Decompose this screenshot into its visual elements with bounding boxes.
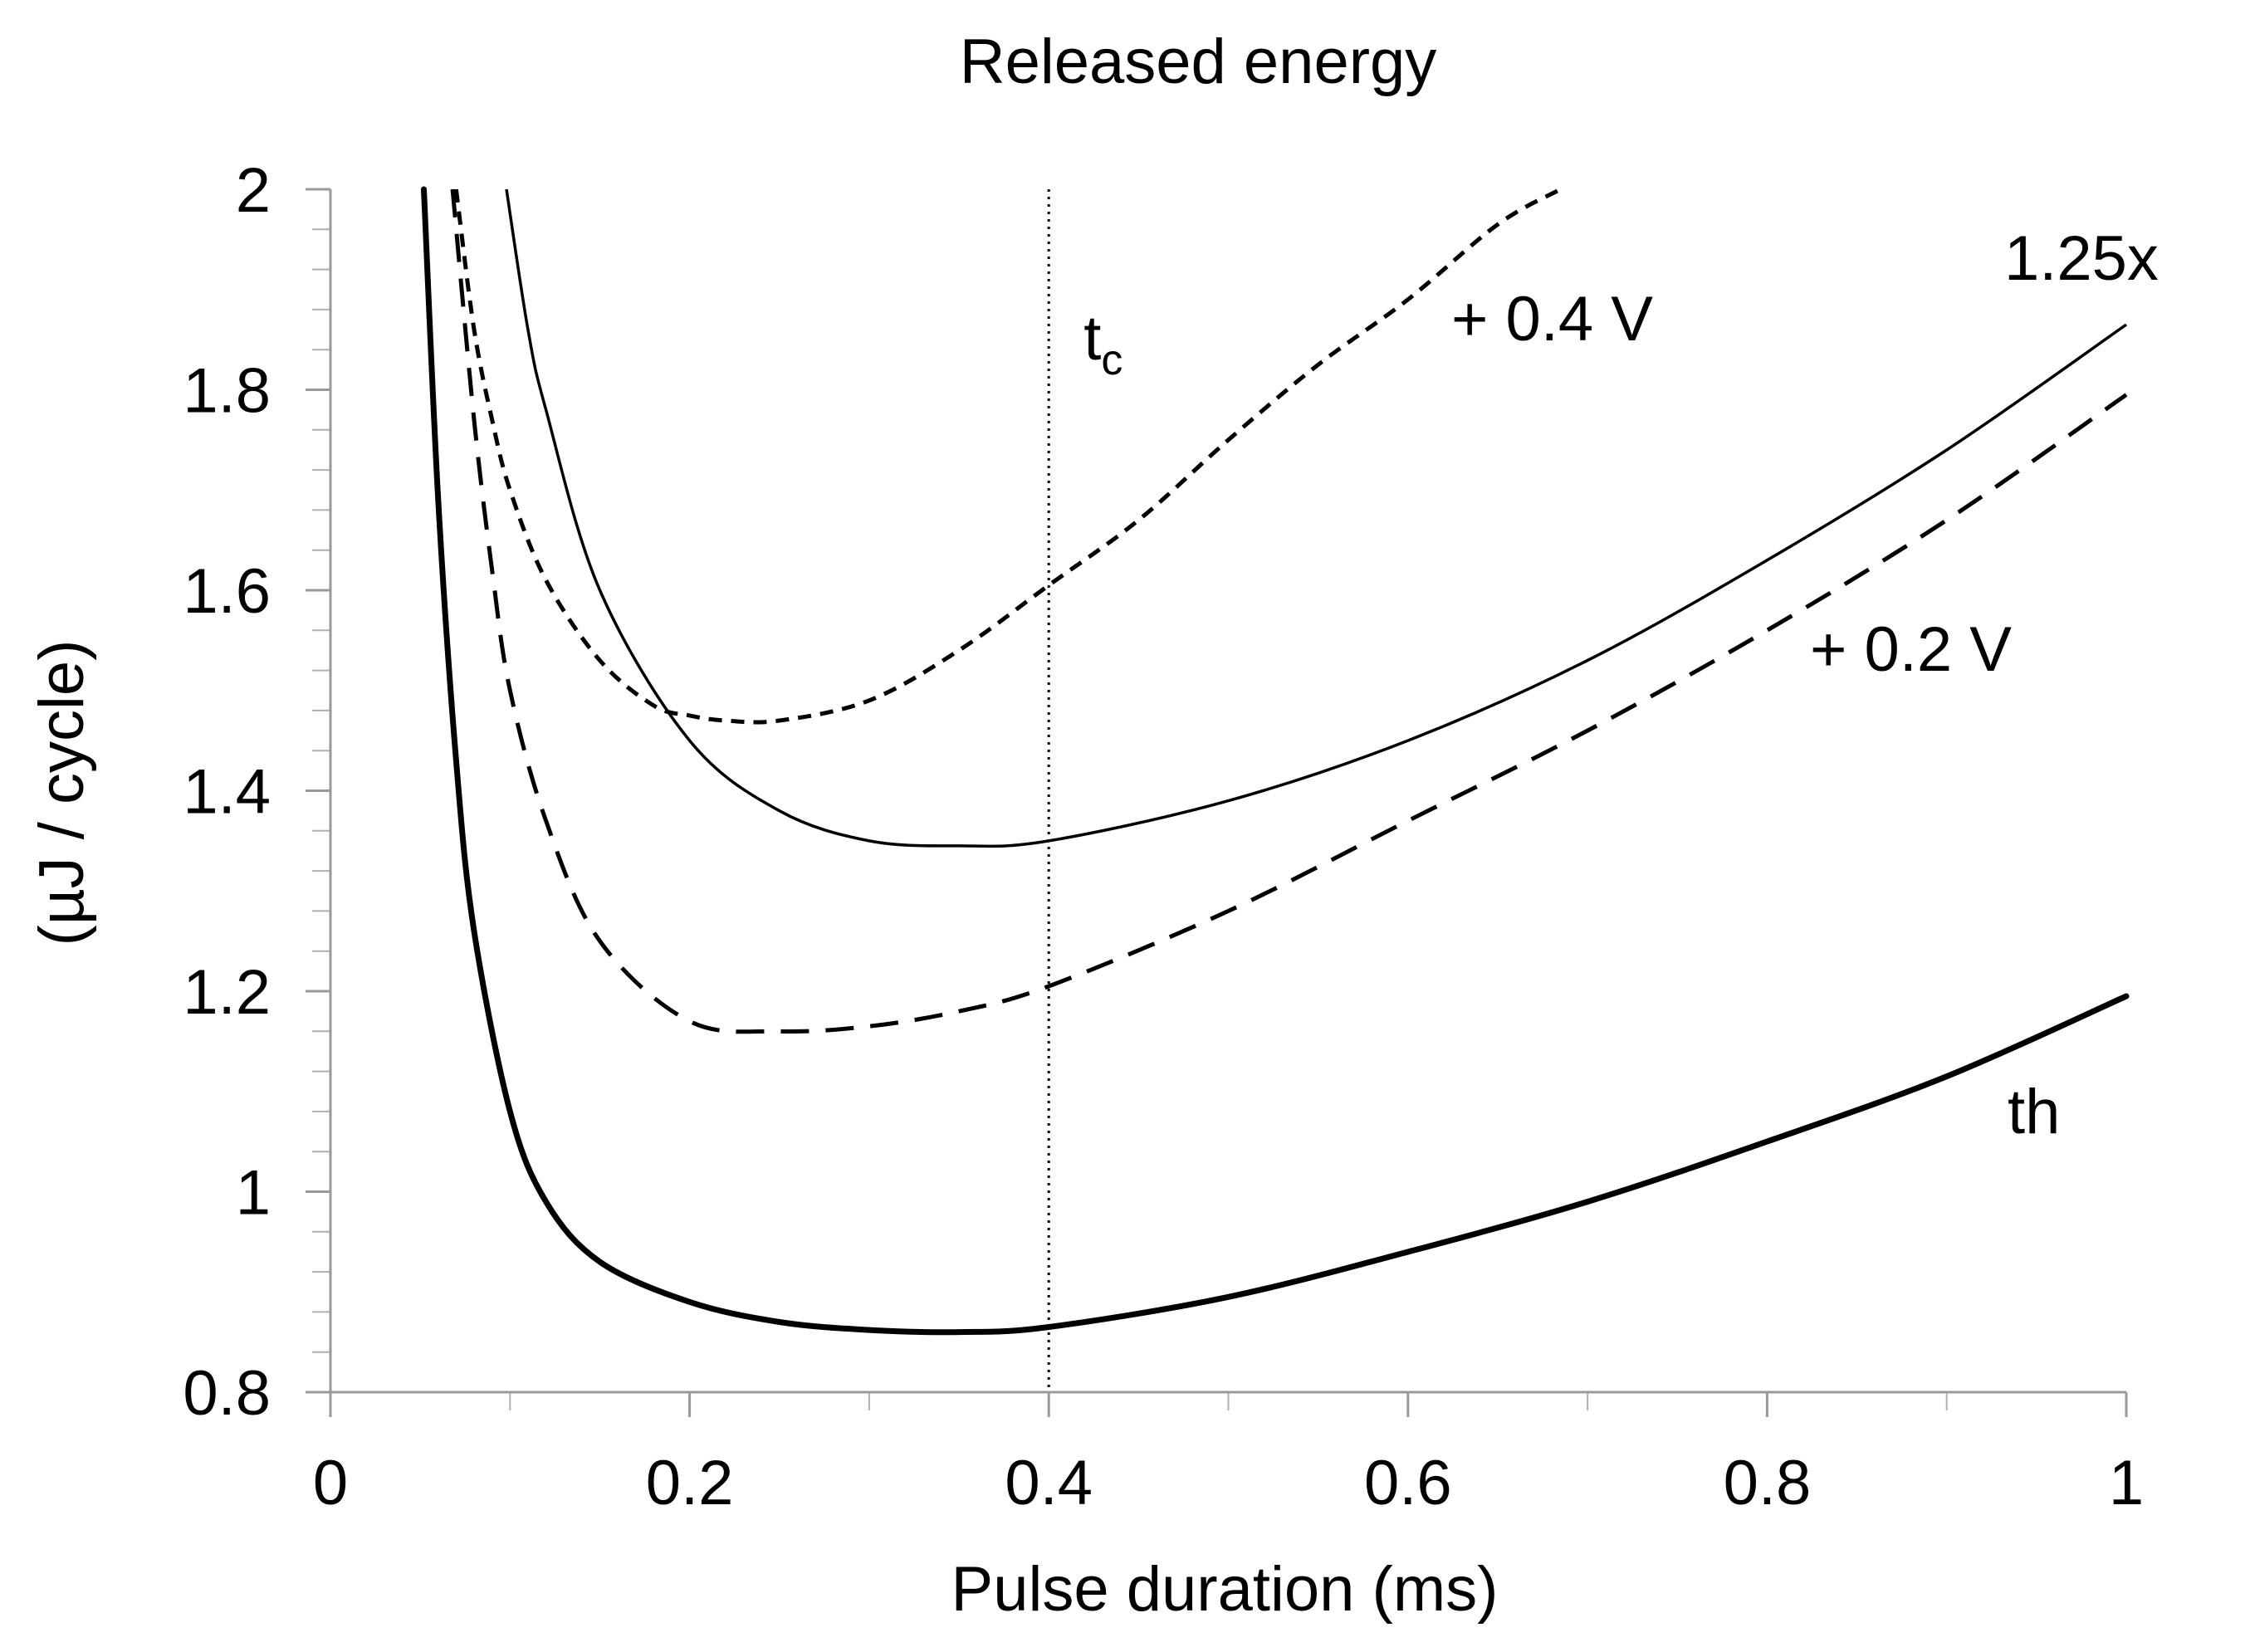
x-axis-title: Pulse duration (ms) bbox=[951, 1554, 1499, 1625]
y-tick-label: 1.4 bbox=[183, 757, 271, 828]
annotation-plus-0-2-v: + 0.2 V bbox=[1810, 614, 2012, 685]
annotation-th: th bbox=[2008, 1077, 2060, 1147]
x-tick-label: 0.4 bbox=[1005, 1448, 1093, 1518]
y-tick-label: 2 bbox=[236, 155, 271, 226]
x-tick-label: 0.2 bbox=[646, 1448, 734, 1518]
series-line-th bbox=[421, 186, 2130, 1336]
y-axis-title: (µJ / cycle) bbox=[27, 640, 97, 946]
y-tick-label: 1.2 bbox=[183, 957, 271, 1028]
series-line-plus-0-2-v bbox=[450, 188, 2128, 1034]
annotation-1-25x: 1.25x bbox=[2004, 223, 2159, 294]
critical-time-label-sub: c bbox=[1101, 336, 1123, 384]
series-line-plus-0-4-v bbox=[453, 187, 1562, 725]
x-ticks: 0 0.2 0.4 0.6 0.8 1 bbox=[313, 1392, 2144, 1518]
y-tick-label: 1.6 bbox=[183, 556, 271, 627]
annotation-plus-0-4-v: + 0.4 V bbox=[1451, 284, 1653, 354]
y-ticks: 0.8 1 1.2 1.4 1.6 1.8 2 bbox=[183, 155, 330, 1429]
x-tick-label: 0.6 bbox=[1364, 1448, 1452, 1518]
y-tick-label: 0.8 bbox=[183, 1358, 271, 1429]
critical-time-label-main: t bbox=[1083, 303, 1101, 374]
y-tick-label: 1.8 bbox=[183, 356, 271, 427]
x-tick-label: 1 bbox=[2109, 1448, 2144, 1518]
x-tick-label: 0 bbox=[313, 1448, 348, 1518]
x-tick-label: 0.8 bbox=[1724, 1448, 1812, 1518]
chart-title: Released energy bbox=[960, 27, 1437, 97]
critical-time-label: tc bbox=[1083, 303, 1123, 384]
minor-ticks bbox=[312, 188, 2127, 1410]
series-line-1-25x bbox=[505, 188, 2128, 848]
y-tick-label: 1 bbox=[236, 1158, 271, 1229]
